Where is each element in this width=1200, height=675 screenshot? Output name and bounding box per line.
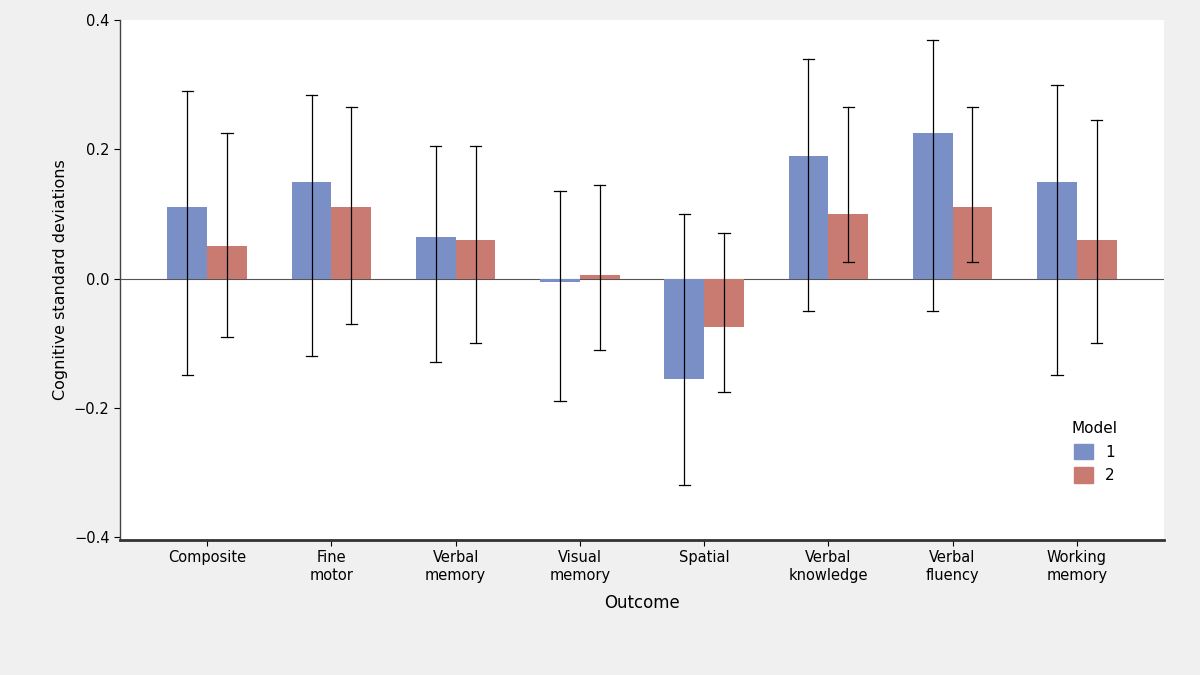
Bar	[416, 236, 456, 279]
Bar	[331, 207, 371, 279]
Bar	[292, 182, 331, 279]
Bar	[953, 207, 992, 279]
Bar	[208, 246, 247, 279]
Bar	[665, 279, 704, 379]
Bar	[913, 133, 953, 279]
Bar	[1076, 240, 1116, 279]
Bar	[540, 279, 580, 281]
Legend: 1, 2: 1, 2	[1063, 413, 1126, 491]
Bar	[788, 156, 828, 279]
Bar	[828, 214, 868, 279]
Bar	[456, 240, 496, 279]
Bar	[168, 207, 208, 279]
Y-axis label: Cognitive standard deviations: Cognitive standard deviations	[53, 160, 68, 400]
Bar	[580, 275, 619, 279]
X-axis label: Outcome: Outcome	[604, 594, 680, 612]
Bar	[704, 279, 744, 327]
Bar	[1037, 182, 1076, 279]
